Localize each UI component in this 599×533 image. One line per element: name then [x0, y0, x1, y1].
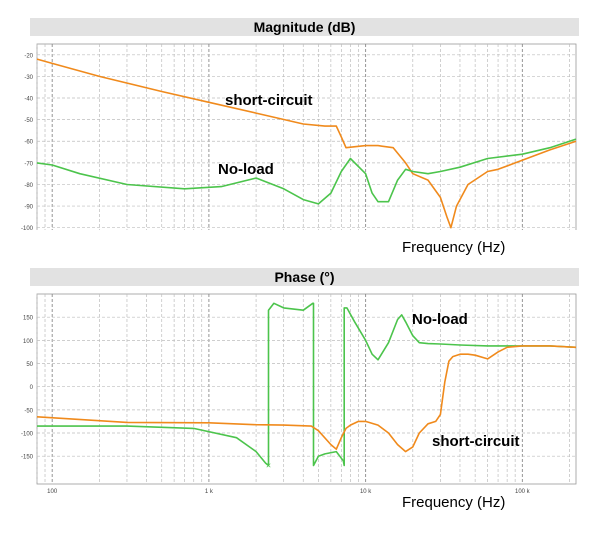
magnitude-y-tick-label: -20 [24, 53, 33, 59]
magnitude-y-tick-label: -100 [21, 226, 34, 230]
phase-x-tick-label: 100 [47, 489, 58, 495]
magnitude-y-tick-label: -50 [24, 118, 33, 124]
phase-y-tick-label: 50 [26, 362, 33, 368]
phase-short-circuit-label: short-circuit [432, 433, 520, 450]
phase-title: Phase (°) [30, 268, 579, 286]
magnitude-no-load-label: No-load [218, 161, 274, 178]
phase-y-tick-label: -100 [21, 432, 34, 438]
phase-y-tick-label: -50 [24, 408, 33, 414]
magnitude-xlabel: Frequency (Hz) [402, 239, 506, 256]
phase-y-tick-label: 100 [23, 339, 34, 345]
phase-x-tick-label: 10 k [360, 489, 372, 495]
phase-series-short-circuit [36, 345, 577, 453]
magnitude-y-tick-label: -90 [24, 205, 33, 211]
phase-marker: × [266, 460, 271, 470]
phase-plot-frame [36, 293, 577, 485]
magnitude-plot-frame [36, 43, 577, 230]
magnitude-y-tick-label: -40 [24, 97, 33, 103]
magnitude-y-tick-label: -80 [24, 183, 33, 189]
magnitude-series-short-circuit [36, 58, 577, 229]
magnitude-chart: -20-30-40-50-60-70-80-90-1001001 k10 k10… [21, 43, 577, 230]
phase-xlabel: Frequency (Hz) [402, 494, 506, 511]
magnitude-title: Magnitude (dB) [30, 18, 579, 36]
magnitude-short-circuit-label: short-circuit [225, 92, 313, 109]
phase-x-tick-label: 100 k [515, 489, 531, 495]
phase-y-tick-label: 150 [23, 316, 34, 322]
phase-y-tick-label: 0 [30, 385, 34, 391]
magnitude-y-tick-label: -30 [24, 75, 33, 81]
magnitude-y-tick-label: -70 [24, 161, 33, 167]
phase-x-tick-label: 1 k [205, 489, 214, 495]
phase-no-load-label: No-load [412, 311, 468, 328]
phase-series-no-load [37, 302, 577, 467]
magnitude-y-tick-label: -60 [24, 140, 33, 146]
magnitude-series-no-load [36, 138, 577, 205]
phase-y-tick-label: -150 [21, 455, 34, 461]
